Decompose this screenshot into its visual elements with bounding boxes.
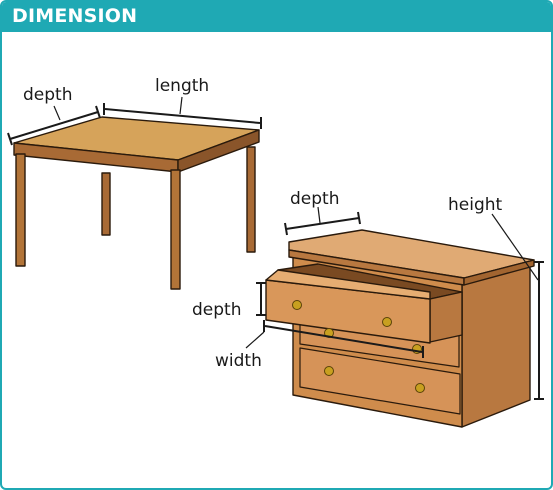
table-depth-label: depth (23, 85, 72, 105)
dresser-top-edge-side (463, 259, 535, 286)
table-depth-leader (53, 105, 61, 121)
drawer-width-leader (245, 331, 265, 349)
drawer-bottom (299, 347, 461, 415)
table-length-bracket (103, 103, 262, 129)
table-depth-bracket (7, 105, 101, 146)
dresser-depth-leader (317, 206, 321, 224)
header-title: DIMENSION (12, 5, 138, 27)
header-bar: DIMENSION (2, 2, 551, 32)
table-length-leader (179, 96, 183, 115)
dresser-side-panel (461, 261, 531, 428)
table-illustration (13, 116, 260, 290)
drawer-open-lip (265, 269, 431, 300)
dresser-height-bracket (534, 261, 544, 400)
drawer-width-bracket (263, 320, 424, 358)
dresser-depth-label: depth (290, 189, 339, 209)
dresser-depth-bracket (284, 211, 361, 236)
dresser-height-leader (491, 213, 539, 281)
table-apron-side (177, 129, 260, 173)
table-length-label: length (155, 76, 209, 96)
table-leg-back-left (101, 172, 111, 236)
dresser-height-label: height (448, 195, 503, 215)
dresser-illustration (265, 229, 535, 428)
knob-icon (292, 300, 302, 310)
knob-icon (324, 366, 334, 376)
table-leg-front-right (170, 169, 181, 290)
knob-icon (415, 383, 425, 393)
table-leg-front-left (15, 153, 26, 267)
drawer-depth-label: depth (192, 300, 241, 320)
drawer-width-label: width (215, 351, 262, 371)
knob-icon (382, 317, 392, 327)
table-leg-back-right (246, 146, 256, 253)
drawer-open-side (429, 291, 463, 343)
drawer-depth-bracket (256, 282, 266, 316)
